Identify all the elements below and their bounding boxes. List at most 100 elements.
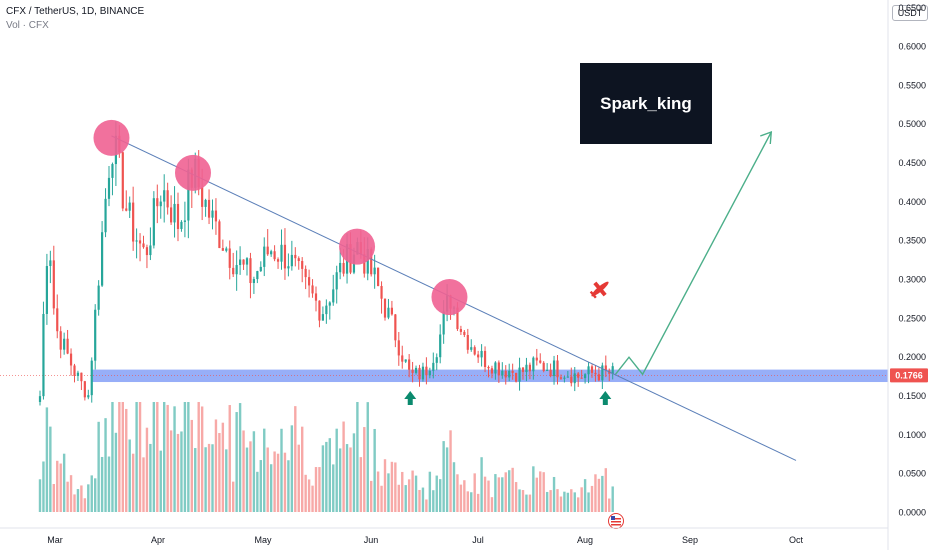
- candle: [132, 202, 135, 242]
- candle: [397, 340, 400, 356]
- candle: [335, 272, 338, 290]
- volume-bar: [463, 480, 466, 512]
- x-tick-label: Jun: [364, 535, 379, 545]
- candle: [501, 370, 504, 376]
- volume-bar: [276, 453, 280, 512]
- volume-bar: [87, 484, 90, 512]
- candle: [401, 355, 404, 362]
- volume-bar: [169, 430, 173, 512]
- volume-bar: [225, 449, 228, 512]
- candle: [477, 354, 480, 358]
- x-tick-label: Aug: [577, 535, 593, 545]
- candle: [380, 286, 383, 299]
- candle: [601, 365, 604, 381]
- volume-bar: [435, 475, 438, 512]
- volume-bar: [125, 408, 128, 512]
- candle: [314, 293, 318, 301]
- candle: [87, 395, 90, 398]
- volume-bar: [304, 474, 307, 512]
- candle: [80, 372, 83, 382]
- volume-bar: [542, 472, 545, 512]
- candle: [321, 314, 324, 321]
- volume-bar: [76, 489, 80, 512]
- volume-bar: [552, 476, 556, 512]
- candle: [418, 367, 421, 380]
- volume-bar: [390, 461, 394, 512]
- candle: [370, 248, 373, 275]
- volume-bar: [439, 479, 442, 512]
- candle: [256, 271, 259, 280]
- candle: [318, 300, 321, 321]
- volume-bar: [449, 430, 452, 512]
- volume-bar: [197, 402, 200, 512]
- support-zone: [91, 369, 888, 383]
- candle: [163, 190, 166, 202]
- currency-button[interactable]: USDT: [892, 5, 928, 21]
- x-tick-label: Oct: [789, 535, 804, 545]
- volume-bar: [404, 485, 407, 512]
- volume-bar: [608, 498, 611, 512]
- candle: [83, 381, 86, 398]
- candle: [221, 248, 224, 251]
- flag-canton: [611, 516, 615, 520]
- watermark-text: Spark_king: [600, 94, 692, 113]
- volume-bar: [528, 494, 532, 512]
- candle: [470, 347, 473, 350]
- volume-bar: [456, 474, 459, 512]
- volume-bar: [138, 402, 142, 512]
- volume-bar: [45, 407, 49, 512]
- candle: [521, 367, 525, 373]
- flag-stripe: [611, 524, 621, 526]
- volume-bar: [297, 444, 300, 512]
- volume-bar: [514, 482, 518, 512]
- volume-bar: [235, 412, 238, 512]
- volume-bar: [242, 430, 245, 512]
- candle: [156, 198, 159, 207]
- candle: [342, 262, 345, 274]
- volume-bar: [114, 432, 118, 512]
- volume-bar: [549, 490, 552, 512]
- volume-bar: [325, 441, 328, 512]
- volume-bar: [376, 471, 380, 512]
- volume-bar: [583, 479, 587, 512]
- candle: [580, 377, 583, 379]
- volume-bar: [342, 421, 345, 512]
- candle: [518, 367, 521, 382]
- volume-bar: [294, 406, 297, 512]
- candle: [473, 347, 476, 355]
- candle: [394, 314, 397, 341]
- volume-bar: [511, 467, 514, 512]
- candle: [542, 362, 545, 372]
- candle: [245, 258, 249, 265]
- candle: [42, 313, 45, 397]
- volume-bar: [66, 481, 69, 512]
- candle: [228, 248, 231, 268]
- x-tick-label: May: [254, 535, 272, 545]
- candle: [497, 362, 500, 376]
- volume-bar: [518, 489, 521, 512]
- volume-bar: [587, 492, 590, 512]
- volume-bar: [604, 468, 607, 512]
- candle: [152, 198, 155, 246]
- volume-bar: [577, 497, 580, 512]
- candle: [442, 311, 445, 335]
- volume-bars: [38, 402, 614, 512]
- volume-bar: [573, 492, 576, 512]
- buy-arrow-icon: [404, 391, 417, 405]
- volume-bar: [318, 467, 321, 512]
- volume-bar: [245, 447, 249, 512]
- volume-bar: [94, 478, 97, 512]
- volume-bar: [487, 480, 490, 512]
- candle: [214, 210, 218, 222]
- candle: [421, 366, 425, 380]
- candle: [287, 266, 290, 269]
- candle: [94, 309, 97, 361]
- volume-bar: [252, 431, 256, 512]
- candle: [459, 329, 462, 332]
- candle: [280, 244, 283, 262]
- volume-bar: [142, 457, 145, 512]
- candle: [128, 202, 131, 211]
- candle: [273, 251, 276, 260]
